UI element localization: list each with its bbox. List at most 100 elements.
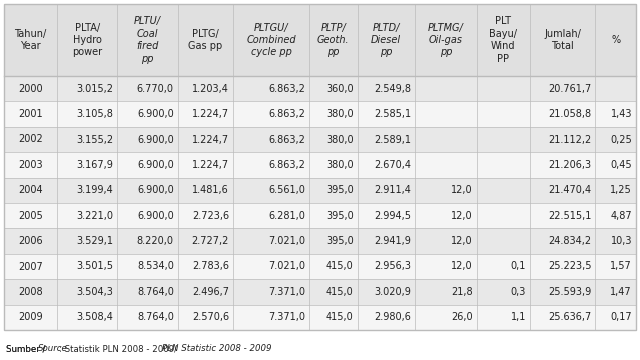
Text: 26,0: 26,0 — [451, 312, 473, 322]
Text: 3.155,2: 3.155,2 — [76, 135, 113, 144]
Text: 0,1: 0,1 — [511, 261, 526, 271]
Text: 415,0: 415,0 — [326, 312, 353, 322]
Text: 0,3: 0,3 — [511, 287, 526, 297]
Text: 24.834,2: 24.834,2 — [548, 236, 591, 246]
Text: 12,0: 12,0 — [451, 185, 473, 195]
Text: 2.589,1: 2.589,1 — [374, 135, 411, 144]
Bar — [4, 254, 636, 279]
Text: PLTA/
Hydro
power: PLTA/ Hydro power — [72, 23, 102, 57]
Text: 25.636,7: 25.636,7 — [548, 312, 591, 322]
Text: Sumber /: Sumber / — [6, 344, 48, 353]
Text: 6.281,0: 6.281,0 — [268, 211, 305, 221]
Text: 2.994,5: 2.994,5 — [374, 211, 411, 221]
Text: 1,43: 1,43 — [611, 109, 632, 119]
Text: PLTU/
Coal
fired
pp: PLTU/ Coal fired pp — [134, 17, 161, 64]
Text: PLTP/
Geoth.
pp: PLTP/ Geoth. pp — [317, 23, 349, 57]
Text: 4,87: 4,87 — [611, 211, 632, 221]
Text: 2.783,6: 2.783,6 — [192, 261, 229, 271]
Text: 21.470,4: 21.470,4 — [548, 185, 591, 195]
Text: 2.570,6: 2.570,6 — [192, 312, 229, 322]
Text: 1,57: 1,57 — [611, 261, 632, 271]
Bar — [4, 279, 636, 305]
Text: 3.105,8: 3.105,8 — [77, 109, 113, 119]
Text: 8.534,0: 8.534,0 — [137, 261, 174, 271]
Text: 3.020,9: 3.020,9 — [374, 287, 411, 297]
Text: 8.764,0: 8.764,0 — [137, 312, 174, 322]
Text: PLTMG/
Oil-gas
pp: PLTMG/ Oil-gas pp — [428, 23, 464, 57]
Text: 21,8: 21,8 — [451, 287, 473, 297]
Text: 380,0: 380,0 — [326, 160, 353, 170]
Text: 2002: 2002 — [18, 135, 43, 144]
Text: 1,25: 1,25 — [611, 185, 632, 195]
Bar — [4, 4, 636, 76]
Text: 380,0: 380,0 — [326, 109, 353, 119]
Text: 3.015,2: 3.015,2 — [76, 84, 113, 94]
Text: 2008: 2008 — [18, 287, 43, 297]
Text: 7.021,0: 7.021,0 — [268, 236, 305, 246]
Text: 1,1: 1,1 — [511, 312, 526, 322]
Text: 2003: 2003 — [18, 160, 43, 170]
Bar — [4, 152, 636, 177]
Text: 1.224,7: 1.224,7 — [192, 135, 229, 144]
Text: 1.224,7: 1.224,7 — [192, 109, 229, 119]
Text: 3.508,4: 3.508,4 — [77, 312, 113, 322]
Text: %: % — [611, 35, 620, 45]
Text: 360,0: 360,0 — [326, 84, 353, 94]
Text: 6.863,2: 6.863,2 — [268, 84, 305, 94]
Text: 6.770,0: 6.770,0 — [137, 84, 174, 94]
Bar — [4, 177, 636, 203]
Bar — [4, 127, 636, 152]
Text: 2.956,3: 2.956,3 — [374, 261, 411, 271]
Text: 25.223,5: 25.223,5 — [548, 261, 591, 271]
Text: 1.203,4: 1.203,4 — [192, 84, 229, 94]
Text: 6.900,0: 6.900,0 — [137, 160, 174, 170]
Text: 2.911,4: 2.911,4 — [374, 185, 411, 195]
Text: 10,3: 10,3 — [611, 236, 632, 246]
Bar — [4, 203, 636, 228]
Text: 3.221,0: 3.221,0 — [76, 211, 113, 221]
Text: 2.723,6: 2.723,6 — [192, 211, 229, 221]
Bar — [4, 305, 636, 330]
Text: PLT
Bayu/
Wind
PP: PLT Bayu/ Wind PP — [490, 17, 517, 64]
Text: 3.199,4: 3.199,4 — [77, 185, 113, 195]
Text: 2.980,6: 2.980,6 — [374, 312, 411, 322]
Text: 22.515,1: 22.515,1 — [548, 211, 591, 221]
Text: 2.670,4: 2.670,4 — [374, 160, 411, 170]
Text: 25.593,9: 25.593,9 — [548, 287, 591, 297]
Text: 2009: 2009 — [18, 312, 43, 322]
Text: 8.220,0: 8.220,0 — [137, 236, 174, 246]
Text: PLTD/
Diesel
pp: PLTD/ Diesel pp — [371, 23, 401, 57]
Text: 12,0: 12,0 — [451, 211, 473, 221]
Text: 12,0: 12,0 — [451, 261, 473, 271]
Text: 380,0: 380,0 — [326, 135, 353, 144]
Text: : Statistik PLN 2008 - 2009/: : Statistik PLN 2008 - 2009/ — [60, 344, 180, 353]
Text: 21.058,8: 21.058,8 — [548, 109, 591, 119]
Text: 0,25: 0,25 — [611, 135, 632, 144]
Text: 6.863,2: 6.863,2 — [268, 135, 305, 144]
Text: 2006: 2006 — [18, 236, 43, 246]
Text: 6.900,0: 6.900,0 — [137, 135, 174, 144]
Text: 2.549,8: 2.549,8 — [374, 84, 411, 94]
Text: 6.863,2: 6.863,2 — [268, 109, 305, 119]
Text: 12,0: 12,0 — [451, 236, 473, 246]
Text: 0,45: 0,45 — [611, 160, 632, 170]
Text: 21.206,3: 21.206,3 — [548, 160, 591, 170]
Text: 2.496,7: 2.496,7 — [192, 287, 229, 297]
Text: 0,17: 0,17 — [611, 312, 632, 322]
Text: Jumlah/
Total: Jumlah/ Total — [544, 29, 581, 51]
Text: 3.167,9: 3.167,9 — [77, 160, 113, 170]
Text: 20.761,7: 20.761,7 — [548, 84, 591, 94]
Text: 7.021,0: 7.021,0 — [268, 261, 305, 271]
Bar — [4, 228, 636, 254]
Text: 395,0: 395,0 — [326, 236, 353, 246]
Text: 21.112,2: 21.112,2 — [548, 135, 591, 144]
Text: PLTG/
Gas pp: PLTG/ Gas pp — [188, 29, 223, 51]
Text: 395,0: 395,0 — [326, 185, 353, 195]
Text: 415,0: 415,0 — [326, 287, 353, 297]
Text: 2005: 2005 — [18, 211, 43, 221]
Text: 7.371,0: 7.371,0 — [268, 287, 305, 297]
Text: 6.900,0: 6.900,0 — [137, 109, 174, 119]
Text: 2000: 2000 — [18, 84, 43, 94]
Text: 1,47: 1,47 — [611, 287, 632, 297]
Text: 2001: 2001 — [18, 109, 43, 119]
